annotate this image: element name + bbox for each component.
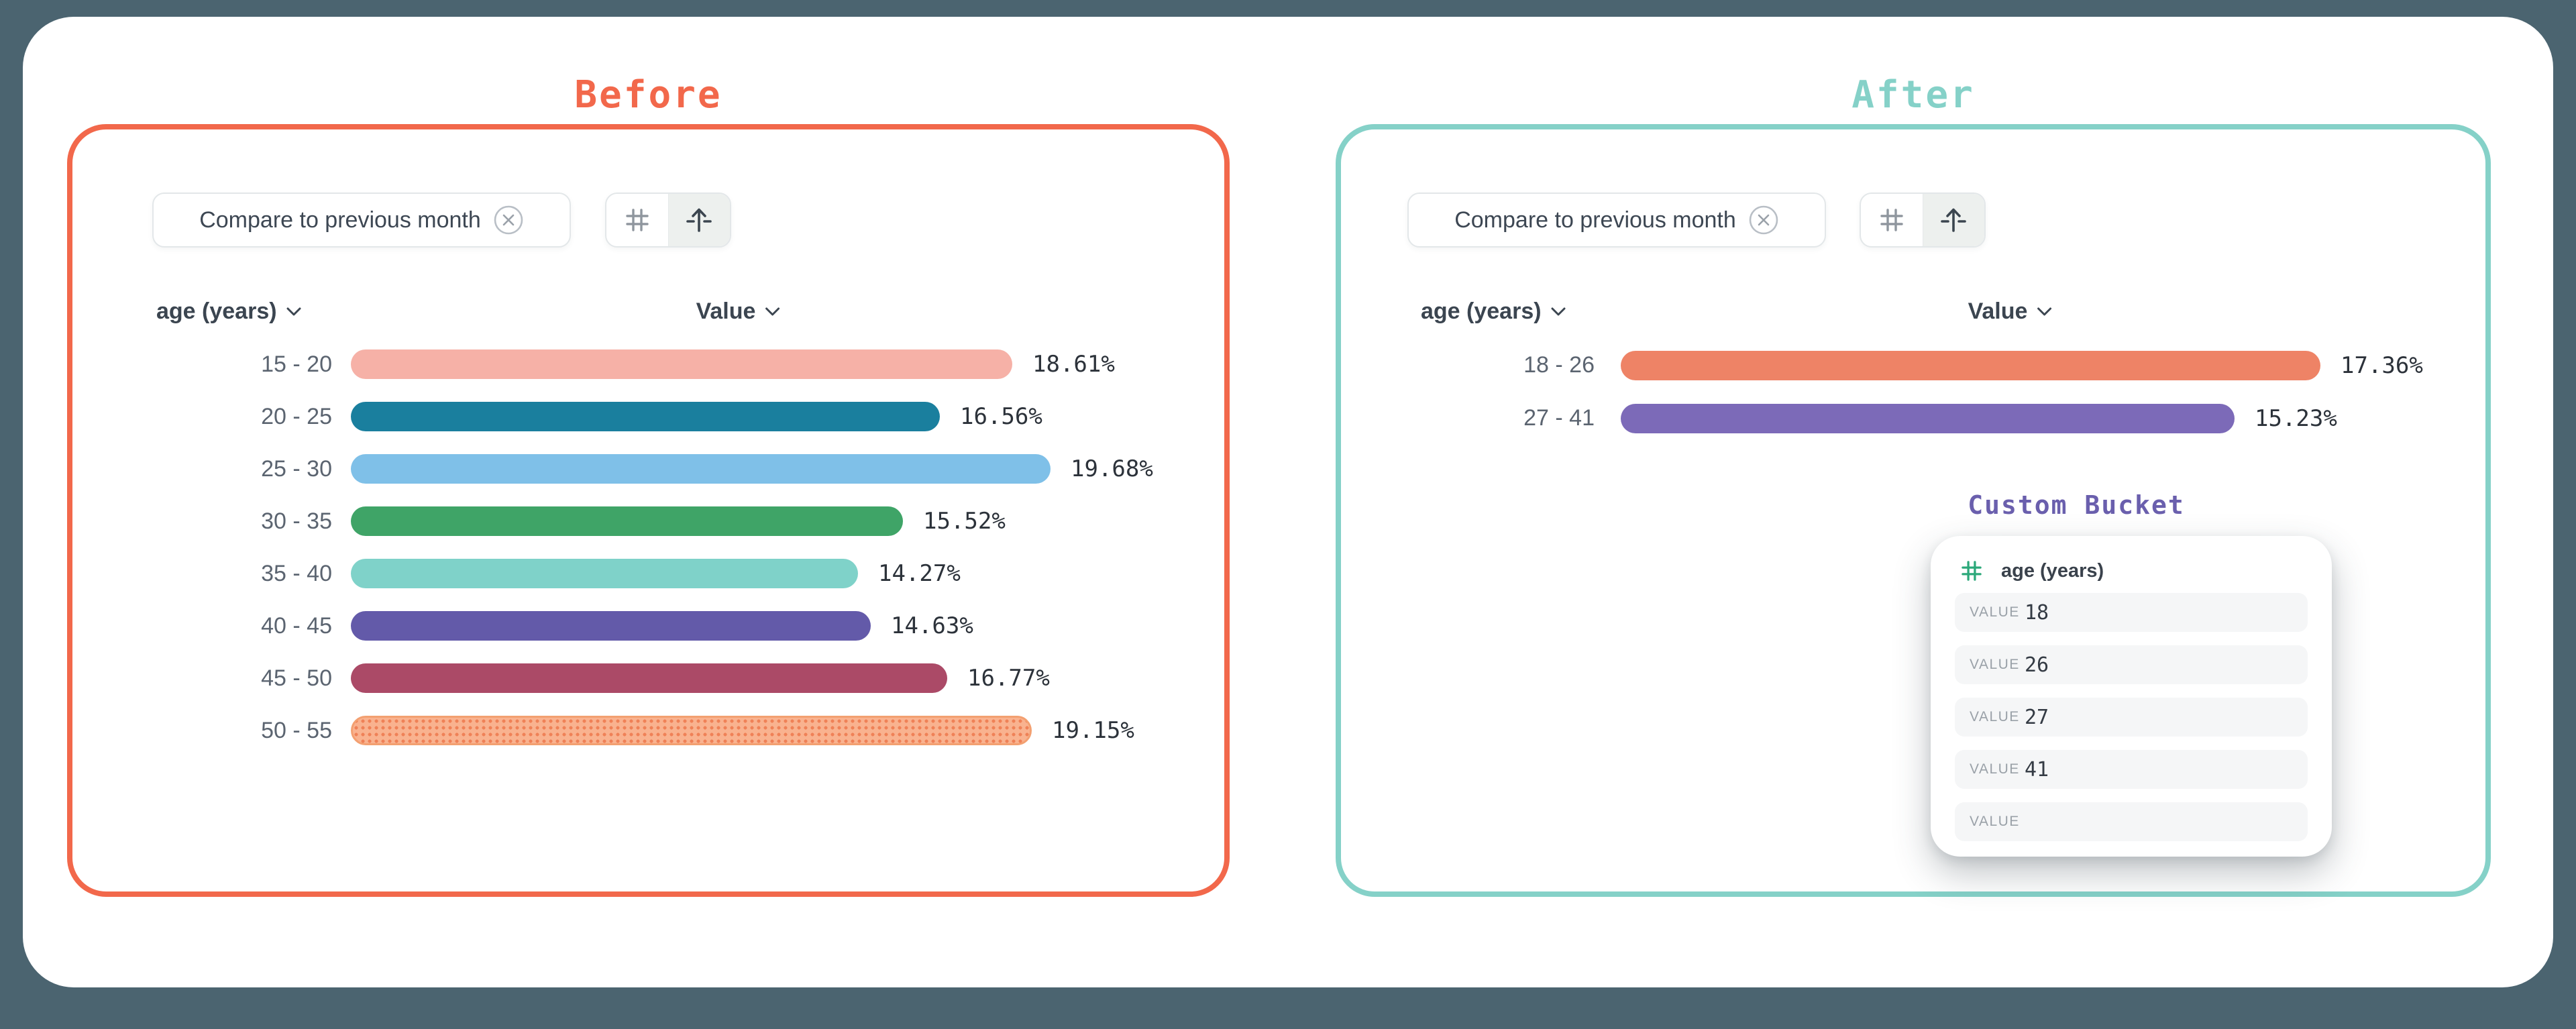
- remove-filter-icon[interactable]: [493, 205, 524, 235]
- bar[interactable]: [351, 454, 1051, 484]
- remove-filter-icon[interactable]: [1748, 205, 1779, 235]
- bar[interactable]: [1621, 350, 2320, 380]
- bucket-value-input[interactable]: VALUE 41: [1955, 750, 2308, 789]
- table-row: 40 - 45 14.63%: [72, 600, 1224, 652]
- table-row: 25 - 30 19.68%: [72, 443, 1224, 495]
- value-label: 15.23%: [2255, 404, 2337, 432]
- value-label: 16.77%: [967, 665, 1050, 692]
- bucket-value-input[interactable]: VALUE 26: [1955, 645, 2308, 684]
- after-panel: Compare to previous month: [1336, 124, 2491, 897]
- value-column-label: Value: [696, 299, 756, 324]
- bar[interactable]: [351, 559, 858, 588]
- value-field-value: 41: [2025, 757, 2049, 781]
- after-bar-chart: 18 - 26 17.36% 27 - 41 15.23%: [1341, 339, 2485, 445]
- bar[interactable]: [351, 611, 871, 641]
- bucket-field-label: age (years): [2001, 559, 2104, 582]
- chart-type-toolbar: [1860, 193, 1986, 248]
- bucket-value-input[interactable]: VALUE 18: [1955, 593, 2308, 632]
- bucket-value-input[interactable]: VALUE 27: [1955, 698, 2308, 737]
- category-label: 50 - 55: [261, 717, 332, 743]
- value-field-value: 26: [2025, 653, 2049, 677]
- value-label: 19.68%: [1071, 455, 1153, 482]
- number-grid-button[interactable]: [1861, 194, 1923, 246]
- bucket-value-input[interactable]: VALUE: [1955, 802, 2308, 841]
- compare-filter-chip[interactable]: Compare to previous month: [1407, 193, 1826, 248]
- value-field-value: 27: [2025, 705, 2049, 729]
- table-row: 45 - 50 16.77%: [72, 652, 1224, 704]
- custom-bucket-title: Custom Bucket: [1968, 490, 2185, 520]
- category-column-label: age (years): [1421, 299, 1542, 324]
- table-row: 50 - 55 19.15%: [72, 704, 1224, 757]
- value-label: 14.63%: [891, 612, 973, 639]
- main-card: Before After Compare to previous month: [23, 17, 2553, 987]
- before-bar-chart: 15 - 20 18.61% 20 - 25 16.56% 25 - 30 19.68% 3…: [72, 338, 1224, 757]
- value-field-label: VALUE: [1970, 761, 2020, 777]
- bar[interactable]: [351, 349, 1012, 379]
- bar[interactable]: [351, 663, 947, 693]
- number-grid-icon: [626, 209, 649, 231]
- category-label: 40 - 45: [261, 612, 332, 639]
- compare-filter-chip[interactable]: Compare to previous month: [152, 193, 571, 248]
- value-column-header[interactable]: Value: [1968, 299, 2052, 325]
- chevron-down-icon: [765, 307, 780, 316]
- category-column-header[interactable]: age (years): [1421, 299, 1566, 325]
- value-field-label: VALUE: [1970, 814, 2020, 829]
- value-label: 19.15%: [1052, 717, 1134, 744]
- bucket-field-header: age (years): [1960, 559, 2104, 583]
- table-row: 27 - 41 15.23%: [1341, 392, 2485, 445]
- category-column-label: age (years): [156, 299, 277, 324]
- bucket-value-list: VALUE 18 VALUE 26 VALUE 27 VALUE 41 VALUE: [1955, 593, 2308, 855]
- histogram-icon: [1941, 208, 1967, 232]
- number-grid-button[interactable]: [606, 194, 668, 246]
- bar[interactable]: [351, 716, 1032, 745]
- value-column-label: Value: [1968, 299, 2028, 324]
- bar[interactable]: [351, 506, 903, 536]
- category-label: 15 - 20: [261, 351, 332, 377]
- bar[interactable]: [351, 402, 940, 431]
- value-field-label: VALUE: [1970, 709, 2020, 724]
- value-label: 17.36%: [2341, 351, 2423, 379]
- value-label: 18.61%: [1032, 351, 1115, 378]
- value-label: 14.27%: [878, 560, 961, 587]
- number-hash-icon: [1962, 561, 1982, 581]
- category-label: 30 - 35: [261, 508, 332, 534]
- table-row: 18 - 26 17.36%: [1341, 339, 2485, 392]
- before-title: Before: [574, 73, 722, 117]
- histogram-icon: [686, 208, 712, 232]
- before-panel: Compare to previous month: [67, 124, 1230, 897]
- value-field-value: 18: [2025, 600, 2049, 625]
- compare-filter-label: Compare to previous month: [199, 207, 481, 233]
- category-column-header[interactable]: age (years): [156, 299, 301, 325]
- after-title: After: [1851, 73, 1975, 117]
- category-label: 18 - 26: [1523, 352, 1595, 378]
- value-field-label: VALUE: [1970, 604, 2020, 620]
- chart-type-toolbar: [605, 193, 731, 248]
- histogram-button[interactable]: [667, 194, 730, 246]
- bar[interactable]: [1621, 403, 2235, 433]
- category-label: 45 - 50: [261, 665, 332, 691]
- table-row: 20 - 25 16.56%: [72, 390, 1224, 443]
- value-column-header[interactable]: Value: [696, 299, 780, 325]
- category-label: 27 - 41: [1523, 405, 1595, 431]
- table-row: 35 - 40 14.27%: [72, 547, 1224, 600]
- value-field-label: VALUE: [1970, 657, 2020, 672]
- value-label: 15.52%: [923, 508, 1006, 535]
- chevron-down-icon: [286, 307, 301, 316]
- chevron-down-icon: [2037, 307, 2051, 316]
- compare-filter-label: Compare to previous month: [1454, 207, 1736, 233]
- table-row: 15 - 20 18.61%: [72, 338, 1224, 390]
- custom-bucket-card: age (years) VALUE 18 VALUE 26 VALUE 27 VALUE 41…: [1931, 536, 2332, 857]
- category-label: 35 - 40: [261, 560, 332, 586]
- chevron-down-icon: [1551, 307, 1566, 316]
- histogram-button[interactable]: [1922, 194, 1984, 246]
- category-label: 20 - 25: [261, 403, 332, 429]
- value-label: 16.56%: [960, 403, 1042, 430]
- number-grid-icon: [1880, 209, 1903, 231]
- category-label: 25 - 30: [261, 455, 332, 482]
- table-row: 30 - 35 15.52%: [72, 495, 1224, 547]
